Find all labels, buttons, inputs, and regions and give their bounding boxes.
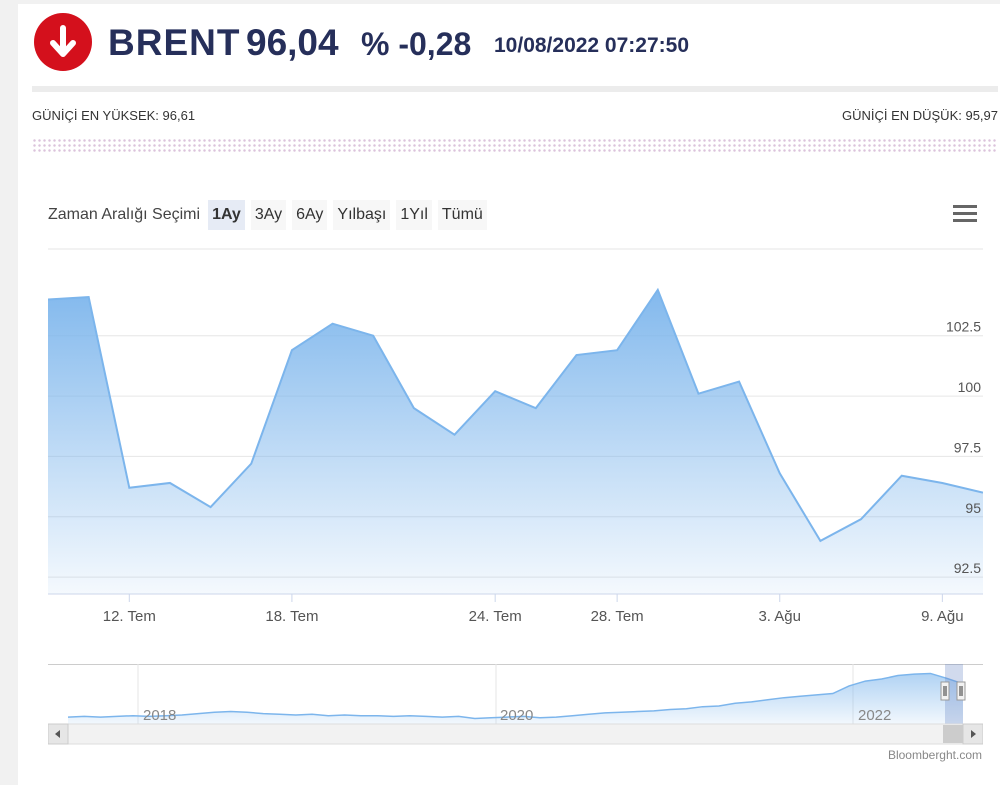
hamburger-menu-icon[interactable] bbox=[953, 205, 977, 223]
x-tick-label: 28. Tem bbox=[591, 608, 644, 625]
percent-change: % -0,28 bbox=[361, 26, 472, 62]
brent-price-card: BRENT 96,04 % -0,28 10/08/2022 07:27:50 … bbox=[18, 4, 1000, 785]
x-tick-label: 9. Ağu bbox=[921, 608, 964, 625]
scroll-right-arrow-icon bbox=[971, 730, 976, 738]
y-tick-label: 92.5 bbox=[954, 560, 981, 576]
range-button-3ay[interactable]: 3Ay bbox=[250, 200, 287, 230]
dotted-divider bbox=[32, 138, 998, 154]
range-selector-label: Zaman Aralığı Seçimi bbox=[48, 206, 201, 223]
range-button-tumu[interactable]: Tümü bbox=[437, 200, 487, 230]
navigator-year-label: 2022 bbox=[858, 707, 891, 724]
header-divider bbox=[32, 86, 998, 92]
x-tick-label: 3. Ağu bbox=[758, 608, 801, 625]
navigator-area bbox=[68, 673, 963, 724]
x-tick-label: 12. Tem bbox=[103, 608, 156, 625]
last-update-timestamp: 10/08/2022 07:27:50 bbox=[494, 34, 689, 57]
scrollbar-thumb[interactable] bbox=[943, 725, 965, 743]
navigator-year-label: 2020 bbox=[500, 707, 533, 724]
intraday-high: GÜNİÇİ EN YÜKSEK: 96,61 bbox=[32, 108, 196, 123]
navigator-handle[interactable] bbox=[940, 681, 950, 701]
x-tick-label: 24. Tem bbox=[469, 608, 522, 625]
source-credit: Bloomberght.com bbox=[887, 748, 982, 762]
y-tick-label: 102.5 bbox=[946, 319, 981, 335]
navigator-line bbox=[67, 672, 964, 720]
range-button-yilbasi[interactable]: Yılbaşı bbox=[333, 200, 391, 230]
range-button-1ay[interactable]: 1Ay bbox=[208, 200, 245, 230]
arrow-down-icon bbox=[34, 13, 92, 71]
navigator-selection[interactable] bbox=[945, 664, 963, 724]
range-navigator[interactable]: 2018 2020 2022 bbox=[48, 664, 983, 746]
range-selector: Zaman Aralığı Seçimi 1Ay 3Ay 6Ay Yılbaşı… bbox=[48, 200, 493, 230]
price-area-fill bbox=[48, 289, 983, 594]
x-tick-label: 18. Tem bbox=[265, 608, 318, 625]
instrument-name: BRENT bbox=[108, 22, 241, 63]
current-price: 96,04 bbox=[246, 22, 339, 63]
y-tick-label: 100 bbox=[958, 379, 982, 395]
intraday-low: GÜNİÇİ EN DÜŞÜK: 95,97 bbox=[841, 108, 998, 123]
scroll-left-arrow-icon bbox=[55, 730, 60, 738]
price-area-chart: 92.5 95 97.5 100 102.5 12. Tem 18. Tem 24. Tem 2… bbox=[48, 248, 983, 625]
y-tick-label: 97.5 bbox=[954, 439, 981, 455]
navigator-handle[interactable] bbox=[956, 681, 966, 701]
price-series-line bbox=[48, 287, 983, 543]
y-tick-label: 95 bbox=[965, 500, 981, 516]
range-button-1yil[interactable]: 1Yıl bbox=[396, 200, 432, 230]
range-button-6ay[interactable]: 6Ay bbox=[292, 200, 328, 230]
navigator-scrollbar[interactable] bbox=[48, 723, 983, 745]
navigator-year-label: 2018 bbox=[143, 707, 176, 724]
price-header: BRENT 96,04 % -0,28 10/08/2022 07:27:50 bbox=[18, 4, 1000, 84]
